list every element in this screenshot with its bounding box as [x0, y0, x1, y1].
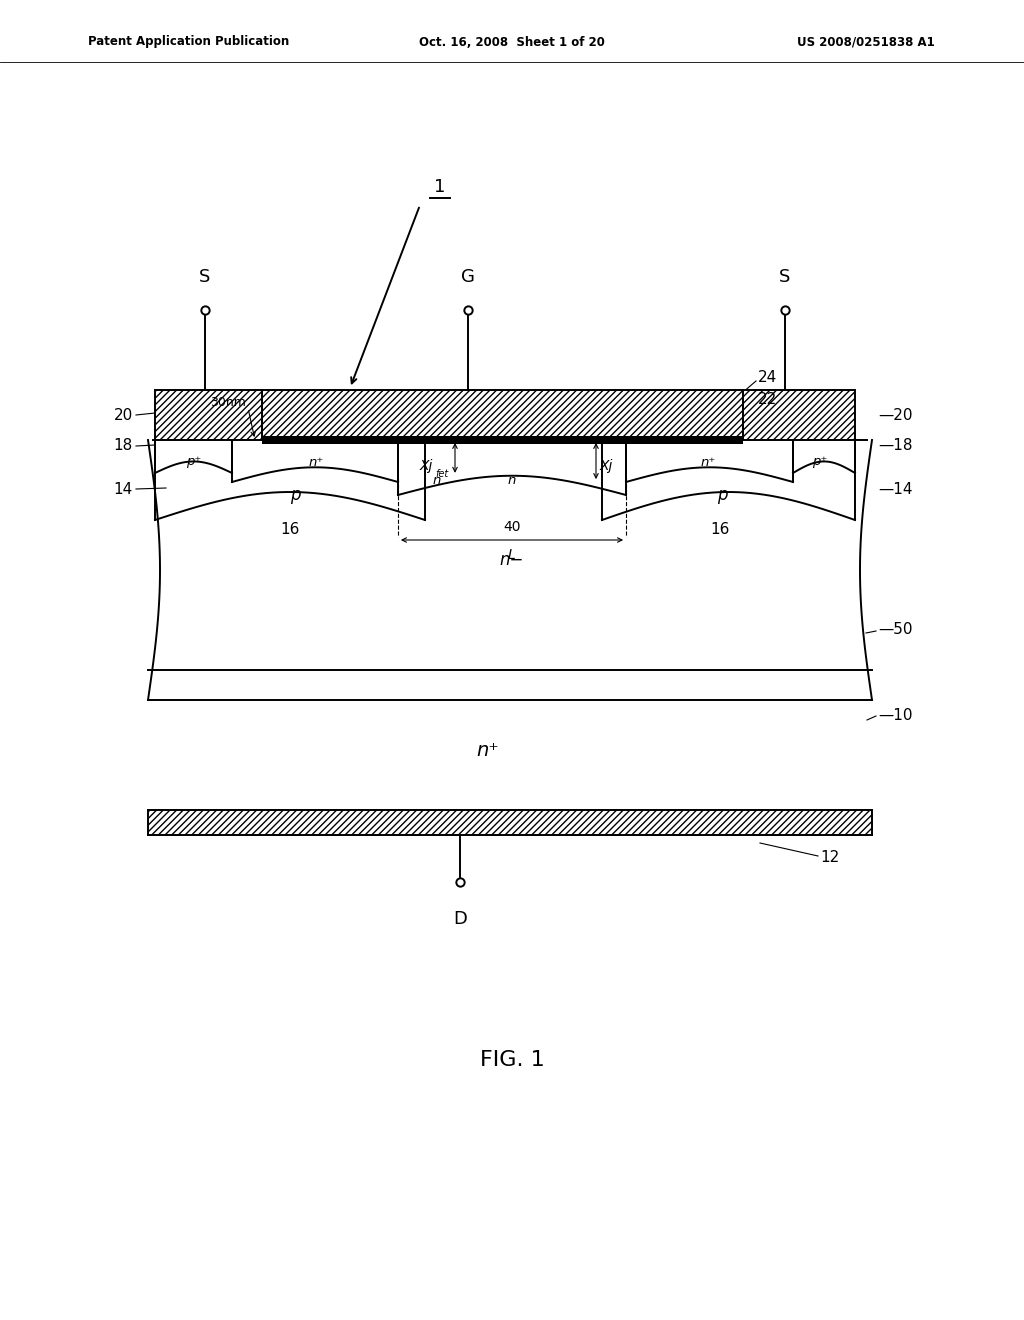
Bar — [262, 436, 743, 444]
Text: p: p — [717, 486, 727, 504]
Bar — [148, 810, 872, 836]
Text: —20: —20 — [878, 408, 912, 422]
Text: —18: —18 — [878, 438, 912, 454]
Text: 14: 14 — [114, 483, 133, 498]
Text: 22: 22 — [758, 392, 777, 408]
Text: fet: fet — [435, 469, 449, 479]
Text: 30nm: 30nm — [210, 396, 246, 408]
Bar — [262, 389, 743, 440]
Text: —14: —14 — [878, 483, 912, 498]
Text: S: S — [200, 268, 211, 286]
Text: 16: 16 — [711, 523, 730, 537]
Text: D: D — [453, 909, 467, 928]
Text: S: S — [779, 268, 791, 286]
Text: p⁺: p⁺ — [812, 455, 827, 469]
Text: n⁺: n⁺ — [700, 455, 716, 469]
Text: 1: 1 — [434, 178, 445, 195]
Text: —50: —50 — [878, 623, 912, 638]
Text: 20: 20 — [114, 408, 133, 422]
Text: 24: 24 — [758, 371, 777, 385]
Text: G: G — [461, 268, 475, 286]
Text: —10: —10 — [878, 708, 912, 722]
Text: 16: 16 — [281, 523, 300, 537]
Bar — [155, 389, 262, 440]
Text: 18: 18 — [114, 438, 133, 454]
Text: 40: 40 — [503, 520, 521, 535]
Text: n: n — [508, 474, 516, 487]
Text: n⁺: n⁺ — [477, 741, 500, 759]
Text: Xj: Xj — [420, 459, 433, 473]
Text: n: n — [433, 474, 441, 487]
Text: n−: n− — [500, 550, 524, 569]
Text: Oct. 16, 2008  Sheet 1 of 20: Oct. 16, 2008 Sheet 1 of 20 — [419, 36, 605, 49]
Text: L: L — [508, 548, 516, 562]
Text: US 2008/0251838 A1: US 2008/0251838 A1 — [798, 36, 935, 49]
Bar — [262, 436, 743, 444]
Text: FIG. 1: FIG. 1 — [479, 1049, 545, 1071]
Bar — [743, 389, 855, 440]
Text: Xj: Xj — [600, 459, 613, 473]
Text: Patent Application Publication: Patent Application Publication — [88, 36, 289, 49]
Text: p: p — [290, 486, 300, 504]
Text: n⁺: n⁺ — [308, 455, 324, 469]
Text: 12: 12 — [820, 850, 840, 866]
Text: p⁺: p⁺ — [186, 455, 202, 469]
